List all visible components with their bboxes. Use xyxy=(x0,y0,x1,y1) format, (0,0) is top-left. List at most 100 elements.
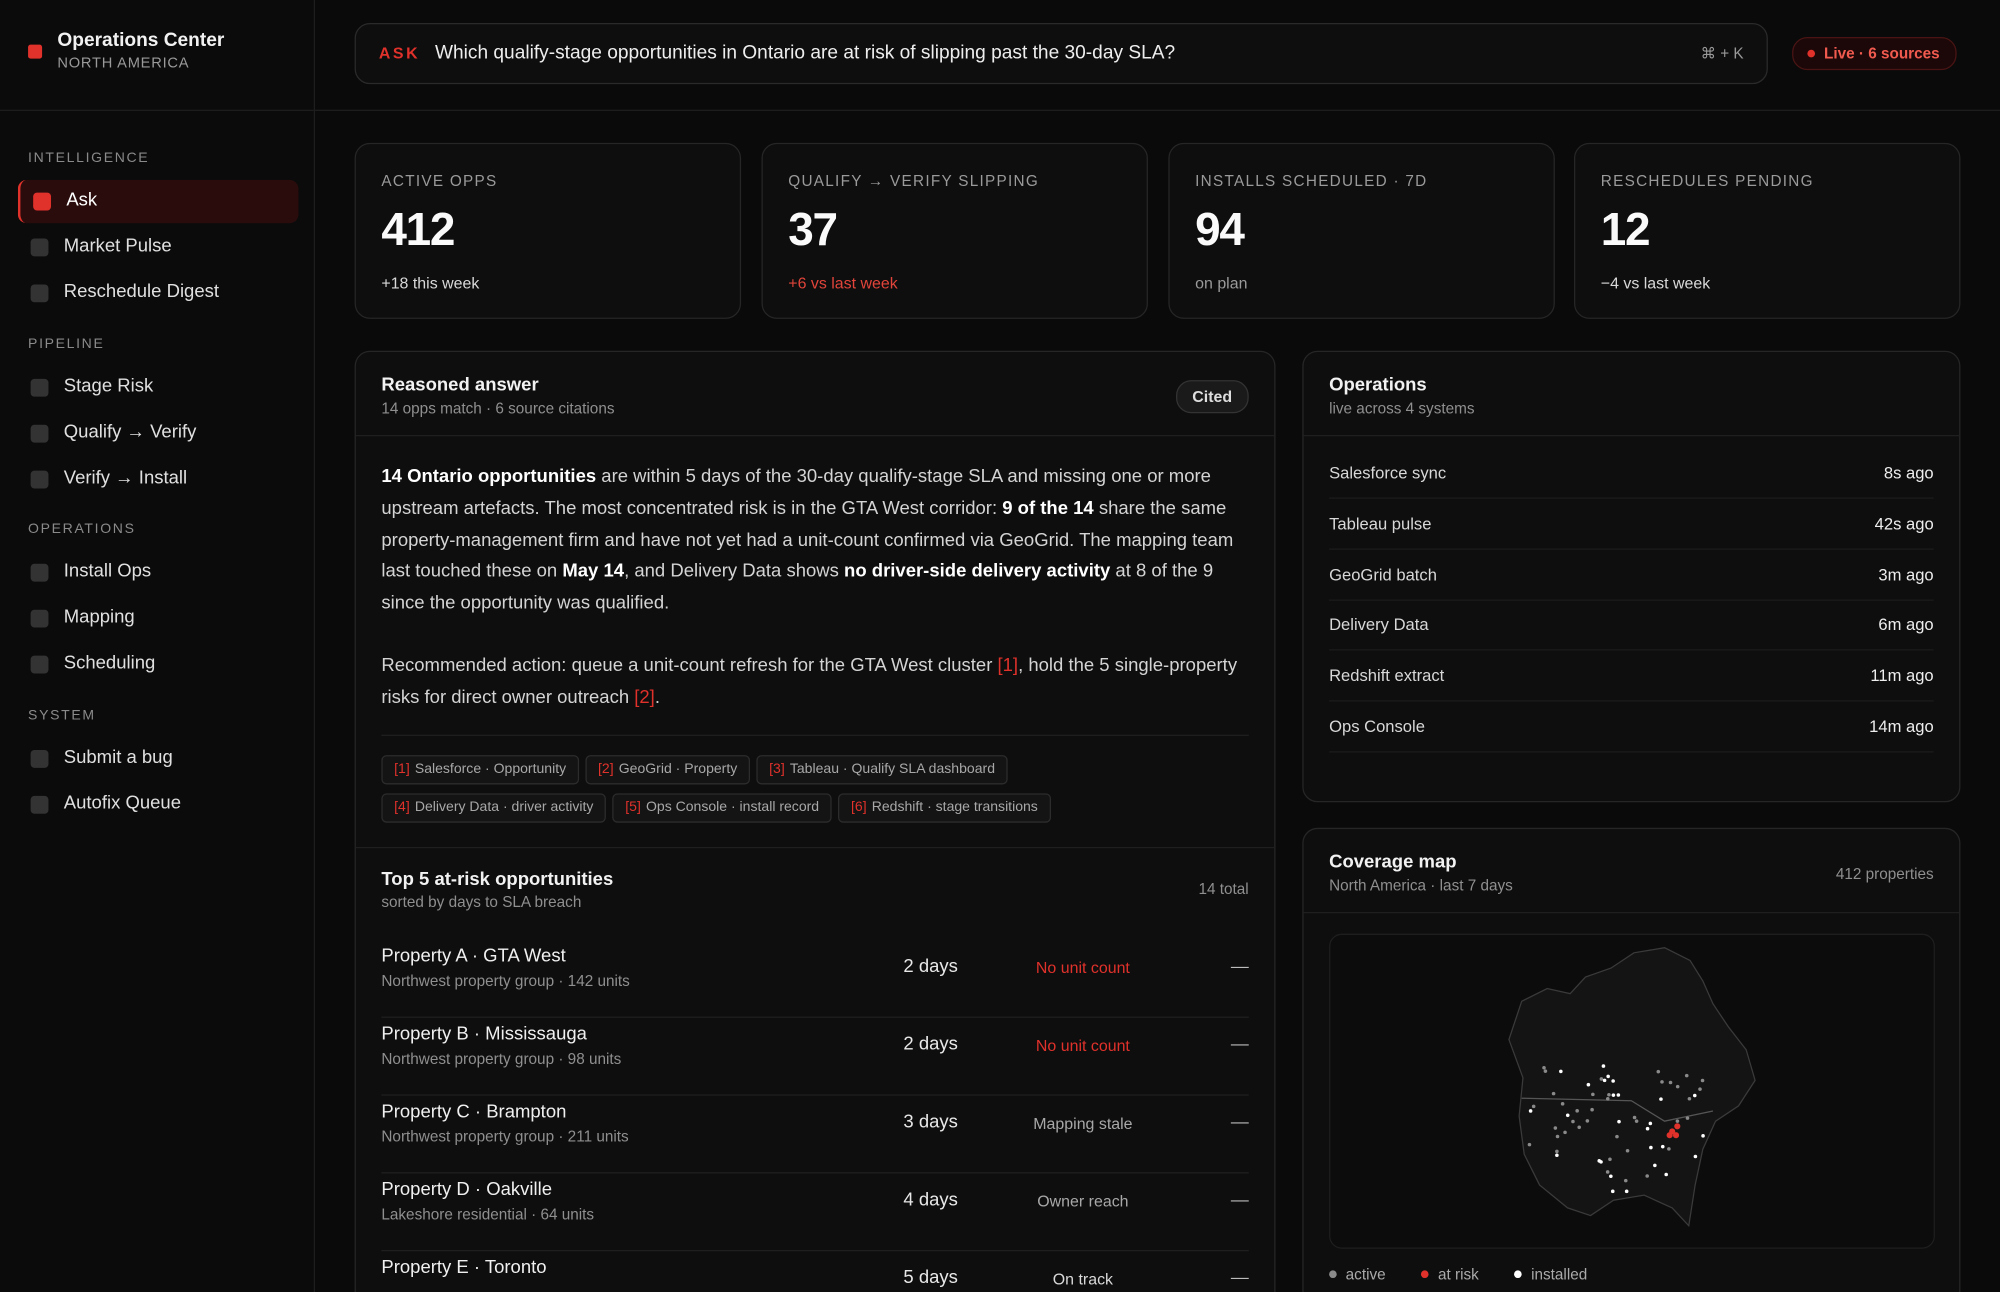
nav-item[interactable]: Qualify → Verify xyxy=(18,412,296,455)
source-chip[interactable]: [5] Ops Console · install record xyxy=(612,793,832,823)
map-dot xyxy=(1610,1189,1615,1194)
nav-icon xyxy=(30,609,49,628)
row-action[interactable]: — xyxy=(1230,955,1249,976)
map-dot xyxy=(1585,1119,1590,1123)
search-bar[interactable]: ASK Which qualify-stage opportunities in… xyxy=(354,22,1768,85)
sync-time: 6m ago xyxy=(1878,615,1934,635)
map-dot xyxy=(1531,1104,1536,1109)
map-dot xyxy=(1668,1080,1673,1085)
map-dot xyxy=(1701,1134,1705,1138)
map-dot xyxy=(1559,1069,1563,1074)
row-action[interactable]: — xyxy=(1230,1033,1249,1054)
row-action[interactable]: — xyxy=(1230,1266,1249,1287)
nav-item[interactable]: Autofix Queue xyxy=(18,783,296,826)
table-title: Top 5 at-risk opportunities xyxy=(381,869,614,891)
map-dot xyxy=(1645,1126,1650,1131)
divider xyxy=(0,109,314,111)
sync-time: 42s ago xyxy=(1874,513,1934,533)
map-dot xyxy=(1597,1159,1602,1163)
search-query: Which qualify-stage opportunities in Ont… xyxy=(434,42,1176,64)
opportunity-row[interactable]: Property B · Mississauga Northwest proper… xyxy=(381,1017,1249,1096)
cited-badge[interactable]: Cited xyxy=(1175,380,1249,414)
kpi-note: on plan xyxy=(1195,274,1248,293)
sync-time: 14m ago xyxy=(1869,716,1934,736)
row-action[interactable]: — xyxy=(1230,1188,1249,1210)
source-label: Redshift · stage transitions xyxy=(871,799,1038,816)
system-name: GeoGrid batch xyxy=(1329,564,1437,584)
map-dot xyxy=(1674,1123,1681,1130)
nav-icon xyxy=(30,563,49,582)
map[interactable] xyxy=(1329,933,1935,1249)
map-dot xyxy=(1565,1113,1570,1118)
system-name: Ops Console xyxy=(1329,716,1425,736)
sync-time: 11m ago xyxy=(1870,666,1934,686)
nav-item[interactable]: Reschedule Digest xyxy=(18,272,296,315)
answer-paragraph: 14 Ontario opportunities are within 5 da… xyxy=(381,462,1248,620)
section-heading: INTELLIGENCE xyxy=(28,150,150,166)
nav-item[interactable]: Ask xyxy=(17,179,299,224)
text: , and Delivery Data shows xyxy=(624,561,845,583)
answer-card: Reasoned answer 14 opps match · 6 source… xyxy=(354,350,1276,1292)
map-dot xyxy=(1675,1084,1680,1089)
source-chip[interactable]: [4] Delivery Data · driver activity xyxy=(381,793,607,823)
map-dot xyxy=(1601,1064,1606,1068)
opportunity-row[interactable]: Property A · GTA West Northwest property … xyxy=(381,939,1249,1018)
legend-item: at risk xyxy=(1421,1265,1496,1283)
map-legend: active at risk installed xyxy=(1329,1265,1623,1283)
map-dot xyxy=(1634,1119,1639,1123)
source-ref: [4] xyxy=(394,799,410,816)
citation-ref[interactable]: [1] xyxy=(997,655,1019,677)
citation-ref[interactable]: [2] xyxy=(634,687,655,708)
divider xyxy=(381,734,1249,736)
map-dot xyxy=(1672,1132,1680,1139)
nav-icon xyxy=(30,238,49,257)
opportunity-detail: Northwest property group · 142 units xyxy=(381,971,630,990)
live-status[interactable]: Live · 6 sources xyxy=(1792,36,1957,71)
map-dot xyxy=(1632,1115,1637,1120)
text: Recommended action: queue a unit-count r… xyxy=(381,655,998,677)
text: , hold the 5 single-property risks for d… xyxy=(381,655,1238,708)
emphasis: May 14 xyxy=(562,561,625,583)
divider xyxy=(355,434,1275,437)
operations-row: Salesforce sync 8s ago xyxy=(1329,448,1934,499)
map-graphic xyxy=(1508,947,1756,1228)
nav-item[interactable]: Submit a bug xyxy=(18,737,296,780)
nav-item[interactable]: Scheduling xyxy=(18,643,296,686)
risk-status: On track xyxy=(1052,1270,1114,1289)
map-dot xyxy=(1611,1093,1616,1097)
source-label: Delivery Data · driver activity xyxy=(414,799,594,816)
source-chip[interactable]: [1] Salesforce · Opportunity xyxy=(381,755,579,785)
text: share the same property-management firm … xyxy=(381,498,1234,583)
days-to-breach: 5 days xyxy=(903,1267,958,1289)
source-label: Ops Console · install record xyxy=(645,799,820,816)
map-dot xyxy=(1666,1132,1673,1139)
divider xyxy=(355,846,1275,849)
nav-item[interactable]: Market Pulse xyxy=(18,226,296,269)
nav-item[interactable]: Stage Risk xyxy=(18,366,296,409)
kpi-value: 12 xyxy=(1600,202,1651,256)
source-ref: [3] xyxy=(769,761,785,777)
map-dot xyxy=(1684,1073,1689,1078)
brand-icon xyxy=(28,44,43,59)
property-count: 412 properties xyxy=(1835,864,1934,883)
nav-item[interactable]: Mapping xyxy=(18,597,296,640)
source-chip[interactable]: [2] GeoGrid · Property xyxy=(585,755,751,785)
nav-item[interactable]: Install Ops xyxy=(18,551,296,594)
card-subtitle: 14 opps match · 6 source citations xyxy=(381,399,615,418)
operations-row: Ops Console 14m ago xyxy=(1329,702,1934,753)
opportunity-row[interactable]: Property C · Brampton Northwest property … xyxy=(381,1094,1249,1174)
text: at 8 of the 9 since the opportunity was … xyxy=(381,561,1214,614)
source-chip[interactable]: [6] Redshift · stage transitions xyxy=(838,793,1051,823)
row-action[interactable]: — xyxy=(1230,1110,1249,1132)
opportunity-row[interactable]: Property E · Toronto 5 days On track — xyxy=(381,1250,1248,1292)
map-dot xyxy=(1602,1078,1607,1083)
map-dot xyxy=(1605,1170,1610,1174)
opportunity-row[interactable]: Property D · Oakville Lakeshore residenti… xyxy=(381,1172,1249,1252)
map-dot xyxy=(1586,1082,1591,1087)
source-ref: [1] xyxy=(394,761,410,777)
kpi-note: +18 this week xyxy=(381,274,480,293)
nav-item[interactable]: Verify → Install xyxy=(18,458,296,501)
source-chip[interactable]: [3] Tableau · Qualify SLA dashboard xyxy=(756,755,1008,785)
